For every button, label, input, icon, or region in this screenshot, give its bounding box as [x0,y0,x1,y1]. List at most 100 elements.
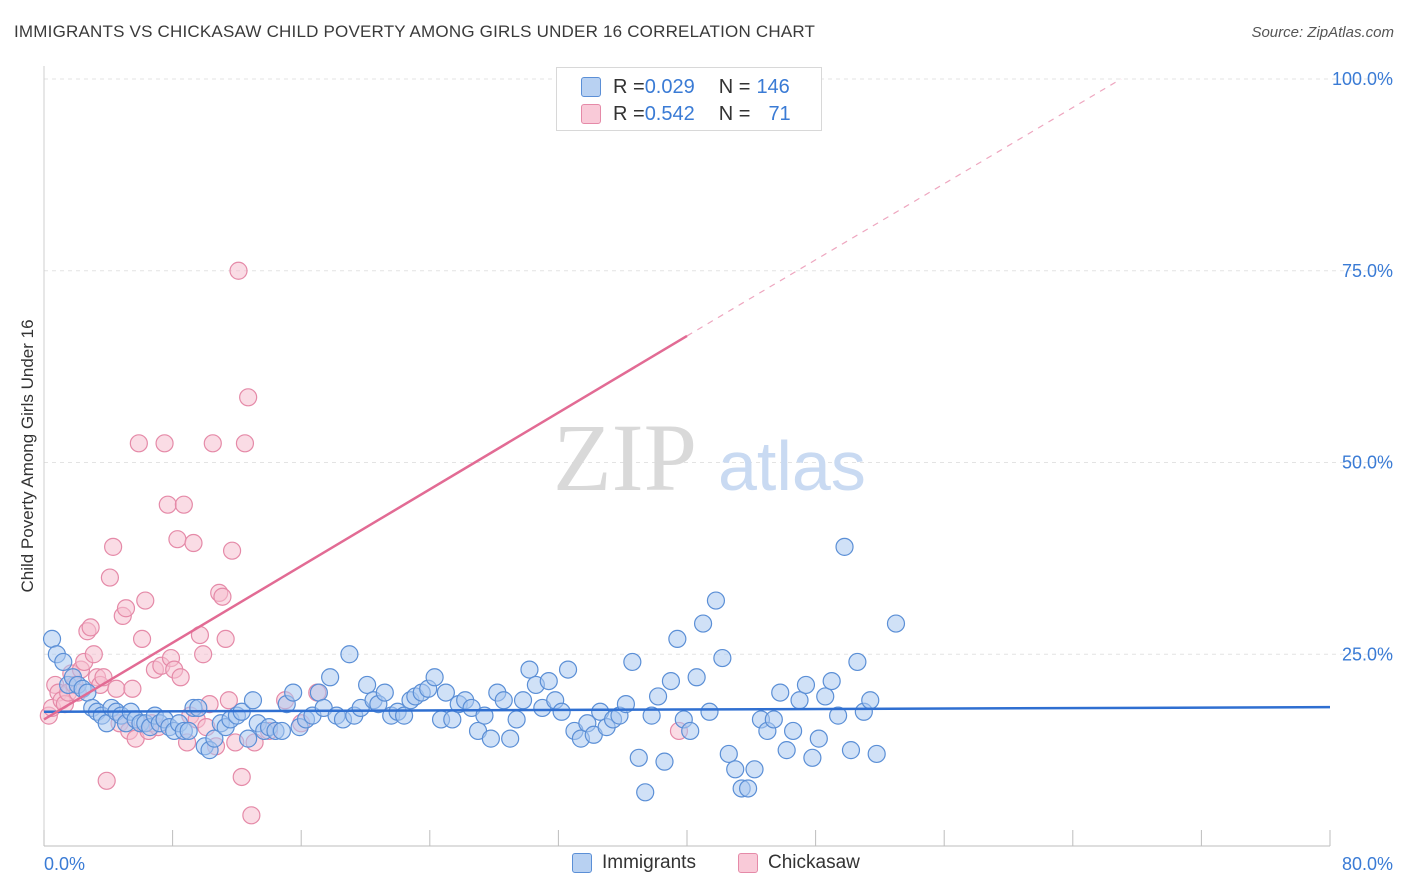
immigrants-point [272,721,292,741]
chickasaw-point [123,679,142,698]
immigrants-point [539,671,558,691]
legend-row-chickasaw: R = 0.542 N = 71 [581,101,791,127]
immigrants-point [552,702,571,721]
legend-item-chickasaw[interactable]: Chickasaw [738,852,860,874]
chickasaw-point [242,806,261,825]
immigrants-point [239,729,258,748]
chickasaw-point [239,388,258,407]
chart-title: IMMIGRANTS VS CHICKASAW CHILD POVERTY AM… [14,22,816,41]
chickasaw-point [136,591,155,610]
immigrants-point [436,683,455,702]
immigrants-point [284,683,303,702]
chickasaw-point [184,533,203,553]
watermark-zip: ZIP [553,404,697,511]
immigrants-point [513,691,533,710]
chickasaw-point [81,618,100,637]
chickasaw-swatch [581,104,601,124]
n-label: N = [718,75,751,98]
immigrants-point [764,710,783,729]
chickasaw-point [104,537,123,556]
immigrants-point [340,645,359,664]
immigrants-point [321,668,340,687]
chickasaw-point [116,599,136,618]
immigrants-point [738,779,758,798]
immigrants-point [655,752,674,771]
immigrants-point [681,721,700,741]
immigrants-point [494,691,513,710]
trend-lines [43,78,1331,721]
immigrants-point [777,741,796,760]
chickasaw-trend-extension [686,78,1122,337]
x-tick-label-max: 80.0% [1342,854,1393,874]
tick-labels: 25.0% 50.0% 75.0% 100.0% 0.0% 80.0% [44,69,1393,874]
chickasaw-point [100,568,120,587]
watermark-atlas: atlas [718,427,866,505]
immigrants-point [642,706,661,725]
r-label: R = [613,75,645,98]
y-tick-label: 100.0% [1332,69,1393,89]
chickasaw-point [158,495,177,514]
r-value: 0.029 [644,75,695,98]
chickasaw-point [216,629,235,649]
immigrants-point [309,683,328,702]
chickasaw-point [84,645,103,664]
y-tick-label: 50.0% [1342,453,1393,473]
immigrants-point [835,537,854,556]
chickasaw-point [203,434,222,453]
chickasaw-point [213,587,232,606]
r-label: R = [613,102,645,125]
immigrants-point [848,652,867,672]
immigrants-point [205,729,224,748]
immigrants-swatch [581,77,601,97]
chickasaw-point [97,771,116,790]
immigrants-point [179,721,198,741]
immigrants-point [636,783,655,802]
r-value: 0.542 [644,102,695,125]
immigrants-point [54,652,73,672]
immigrants-point [358,675,377,695]
immigrants-point [661,671,681,691]
legend-item-immigrants[interactable]: Immigrants [572,852,696,874]
immigrants-point [822,671,841,691]
immigrants-point [189,698,208,718]
n-label: N = [718,102,751,125]
n-value: 146 [756,75,790,98]
chickasaw-point [155,434,174,453]
immigrants-point [790,691,809,710]
immigrants-point [796,675,816,695]
chickasaw-point [132,629,152,649]
legend-row-immigrants: R = 0.029 N = 146 [581,74,790,100]
chickasaw-point [107,679,126,698]
chickasaw-legend-swatch [738,853,758,873]
immigrants-point [425,668,444,687]
immigrants-point [693,614,713,633]
chickasaw-points [39,69,689,825]
source-label: Source: ZipAtlas.com [1251,24,1394,41]
immigrants-point [867,744,886,764]
immigrants-legend-label: Immigrants [602,852,696,873]
watermark: ZIP atlas [553,404,866,511]
immigrants-point [687,668,706,687]
immigrants-points [42,537,906,802]
chickasaw-point [194,645,213,664]
immigrants-point [623,652,642,672]
immigrants-legend-swatch [572,853,592,873]
chickasaw-point [232,767,251,787]
y-tick-label: 25.0% [1342,644,1393,664]
immigrants-point [706,591,726,610]
immigrants-point [375,683,394,702]
immigrants-point [616,695,636,714]
immigrants-point [481,729,500,748]
chickasaw-trend-line [43,334,688,721]
immigrants-point [668,629,687,649]
chickasaw-point [229,261,248,280]
immigrants-point [520,660,539,679]
immigrants-point [771,683,790,702]
chickasaw-point [219,691,238,710]
immigrants-point [841,741,861,760]
y-axis-label: Child Poverty Among Girls Under 16 [18,319,37,592]
x-tick-label-min: 0.0% [44,854,85,874]
immigrants-point [829,706,848,725]
immigrants-point [42,629,62,649]
